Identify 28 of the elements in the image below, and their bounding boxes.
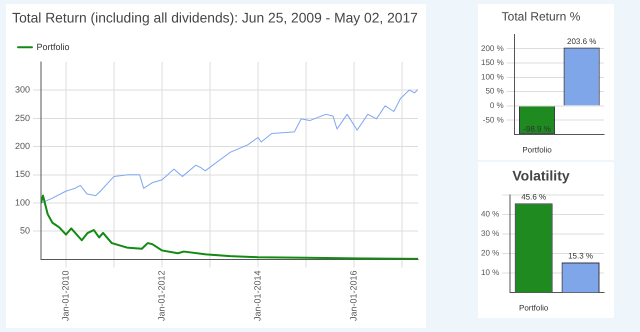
y-tick-label: 20 % <box>481 248 500 258</box>
y-tick-label: 200 % <box>480 44 504 53</box>
y-tick-label: 200 <box>14 140 30 151</box>
y-tick-label: -50 % <box>482 115 504 124</box>
data-label: -98.9 % <box>523 124 551 134</box>
x-tick-label: Jan-01-2012 <box>156 270 166 322</box>
y-tick-label: 150 % <box>480 58 504 68</box>
y-tick-label: 40 % <box>481 210 500 219</box>
chart-title: Volatility <box>512 167 570 184</box>
data-label: 203.6 % <box>566 36 596 46</box>
y-tick-label: 100 <box>14 197 30 208</box>
legend-label: Portfolio <box>36 42 70 52</box>
y-tick-label: 300 <box>14 84 30 95</box>
x-tick-label: Jan-01-2014 <box>252 270 263 322</box>
data-label: 45.6 % <box>521 192 546 202</box>
chart-title: Total Return % <box>502 10 581 24</box>
y-tick-label: 250 <box>14 112 30 123</box>
x-tick-label: Jan-01-2010 <box>60 270 70 322</box>
y-tick-label: 10 % <box>481 268 500 278</box>
y-tick-label: 150 <box>14 169 30 180</box>
y-tick-label: 50 % <box>485 86 504 96</box>
chart-title: Total Return (including all dividends): Jun 25, 2009 - May 02, 2017 <box>12 9 418 26</box>
data-label: 15.3 % <box>568 252 594 261</box>
y-tick-label: 30 % <box>481 229 500 238</box>
y-tick-label: 0 % <box>490 101 504 110</box>
y-tick-label: 50 <box>20 226 30 236</box>
x-tick-label: Jan-01-2016 <box>348 270 358 322</box>
y-tick-label: 100 % <box>480 72 504 82</box>
